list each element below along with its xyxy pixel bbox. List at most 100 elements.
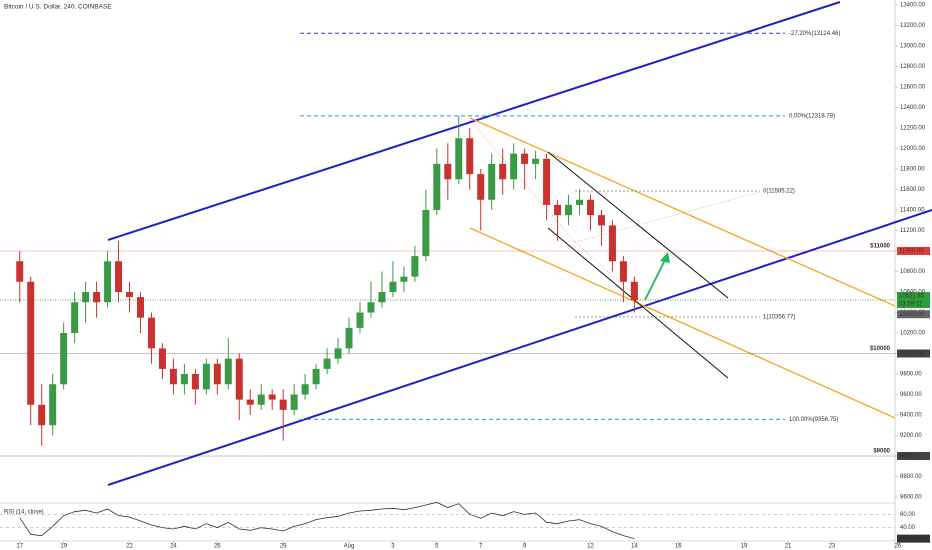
candle-body: [597, 215, 605, 226]
candle-body: [38, 404, 46, 426]
candle-body: [576, 199, 584, 205]
rsi-last-bg: [897, 534, 930, 543]
candle-body: [477, 174, 485, 200]
y-tick-label: 10200.00: [900, 331, 926, 337]
candle-body: [630, 281, 638, 301]
candle-body: [268, 394, 276, 400]
rsi-title: RSI (14, close): [4, 510, 44, 516]
x-tick-label: 9: [523, 544, 527, 550]
fib-small-label: 1(10356.77): [763, 315, 795, 321]
rsi-tick-label: 60.00: [900, 512, 916, 518]
candle-body: [290, 394, 298, 410]
x-tick-label: 21: [785, 544, 792, 550]
candle-body: [400, 276, 408, 282]
rsi-tick-label: 40.00: [900, 525, 916, 531]
candle-body: [16, 261, 24, 282]
y-tick-label: 12200.00: [900, 126, 926, 132]
candle-body: [169, 368, 177, 385]
black-upper: [547, 151, 729, 299]
candle-body: [246, 399, 254, 405]
candle-body: [115, 261, 123, 292]
candle-body: [345, 327, 353, 349]
candle-body: [422, 210, 430, 257]
channel-lower: [107, 209, 932, 486]
last-price-label: 10521.65: [899, 294, 925, 300]
x-tick-label: 19: [741, 544, 748, 550]
x-tick-label: 17: [16, 544, 23, 550]
candle-body: [191, 374, 199, 390]
candle-body: [466, 138, 474, 175]
arrow-head: [660, 252, 670, 263]
candle-body: [180, 374, 188, 385]
candle-body: [488, 163, 496, 200]
x-tick-label: 26: [214, 544, 221, 550]
level-tag: 9000.00: [899, 454, 921, 460]
candle-body: [27, 281, 35, 405]
level-label: $11000: [870, 244, 890, 250]
candle-body: [565, 204, 573, 216]
x-tick-label: 26: [894, 544, 901, 550]
candle-body: [378, 292, 386, 303]
candle-body: [367, 302, 375, 313]
channel-upper: [107, 1, 841, 241]
level-label: $9000: [873, 449, 890, 455]
fib-label: 0.00%(12318.78): [789, 113, 835, 119]
y-tick-label: 11600.00: [900, 187, 925, 193]
arrow: [644, 257, 667, 301]
x-tick-label: 14: [631, 544, 638, 550]
level-tag-bg: [897, 349, 930, 358]
zigzag-2: [574, 191, 761, 243]
candle-body: [389, 281, 397, 292]
candle-body: [312, 368, 320, 385]
candle-body: [608, 225, 616, 262]
candle-body: [224, 358, 232, 385]
x-tick-label: 29: [280, 544, 287, 550]
candle-body: [356, 312, 364, 328]
candle-body: [532, 158, 540, 164]
candle-body: [202, 363, 210, 390]
candle-body: [126, 292, 134, 298]
level-tag-bg: [897, 452, 930, 460]
x-tick-label: 19: [60, 544, 67, 550]
candle-body: [586, 199, 594, 216]
candle-body: [554, 204, 562, 216]
candle-body: [93, 292, 101, 303]
candle-body: [82, 292, 90, 303]
black-lower: [547, 227, 729, 379]
candle-body: [334, 348, 342, 359]
chart-title: Bitcoin / U.S. Dollar, 240, COINBASE: [4, 4, 112, 11]
price-tag: 10500.00: [899, 312, 925, 318]
orange-upper: [469, 117, 896, 307]
candle-body: [49, 384, 57, 426]
candle-body: [619, 261, 627, 282]
fib-label: -27.20%(13124.46): [789, 31, 840, 37]
x-tick-label: 24: [170, 544, 177, 550]
rsi-last-label: 23.53: [899, 536, 915, 542]
y-tick-label: 9600.00: [900, 392, 922, 398]
candle-body: [499, 163, 507, 180]
y-tick-label: 9800.00: [900, 372, 922, 378]
x-tick-label: 12: [587, 544, 594, 550]
drawings: [107, 1, 932, 486]
x-tick-label: 7: [479, 544, 483, 550]
y-tick-label: 9200.00: [900, 433, 922, 439]
orange-lower: [469, 227, 896, 419]
y-tick-label: 12800.00: [900, 64, 926, 70]
y-tick-label: 12000.00: [900, 146, 926, 152]
y-tick-label: 11400.00: [900, 208, 925, 214]
level-tag-bg: [897, 247, 930, 255]
level-tag: 11000.00: [899, 249, 924, 255]
y-tick-label: 12400.00: [900, 105, 926, 111]
candle-body: [60, 333, 68, 385]
candle-body: [147, 317, 155, 349]
candle-body: [444, 163, 452, 180]
candle-body: [279, 399, 287, 410]
y-tick-label: 8600.00: [900, 495, 922, 501]
y-tick-label: 13200.00: [900, 23, 926, 29]
y-tick-label: 11200.00: [900, 228, 925, 234]
last-price-bg: [897, 292, 930, 309]
zigzag: [469, 119, 641, 301]
x-tick-label: Aug: [344, 544, 355, 550]
candle-body: [455, 138, 463, 180]
